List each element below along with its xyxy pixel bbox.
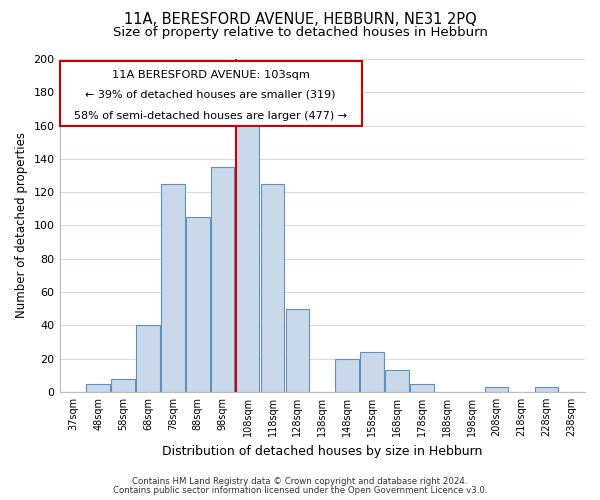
Bar <box>535 387 558 392</box>
Text: 11A, BERESFORD AVENUE, HEBBURN, NE31 2PQ: 11A, BERESFORD AVENUE, HEBBURN, NE31 2PQ <box>124 12 476 28</box>
Bar <box>286 308 309 392</box>
Bar <box>186 217 209 392</box>
Text: ← 39% of detached houses are smaller (319): ← 39% of detached houses are smaller (31… <box>85 90 336 100</box>
Bar <box>410 384 434 392</box>
Bar <box>136 326 160 392</box>
Bar <box>260 184 284 392</box>
Text: Contains HM Land Registry data © Crown copyright and database right 2024.: Contains HM Land Registry data © Crown c… <box>132 477 468 486</box>
FancyBboxPatch shape <box>59 60 362 126</box>
Bar <box>385 370 409 392</box>
Text: Contains public sector information licensed under the Open Government Licence v3: Contains public sector information licen… <box>113 486 487 495</box>
Text: 11A BERESFORD AVENUE: 103sqm: 11A BERESFORD AVENUE: 103sqm <box>112 70 310 81</box>
Bar <box>360 352 384 392</box>
Bar <box>485 387 508 392</box>
Text: Size of property relative to detached houses in Hebburn: Size of property relative to detached ho… <box>113 26 487 39</box>
Y-axis label: Number of detached properties: Number of detached properties <box>15 132 28 318</box>
Bar <box>335 358 359 392</box>
Bar <box>161 184 185 392</box>
X-axis label: Distribution of detached houses by size in Hebburn: Distribution of detached houses by size … <box>162 444 482 458</box>
Bar <box>236 112 259 392</box>
Bar <box>211 167 235 392</box>
Bar <box>111 378 135 392</box>
Text: 58% of semi-detached houses are larger (477) →: 58% of semi-detached houses are larger (… <box>74 112 347 122</box>
Bar <box>86 384 110 392</box>
